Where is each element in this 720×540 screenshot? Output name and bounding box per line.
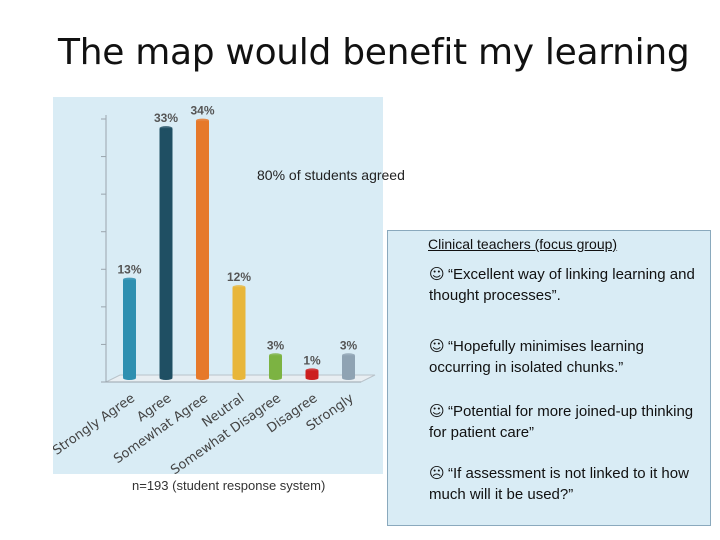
quote-text: “Potential for more joined-up thinking f… [429, 403, 694, 441]
agree-note: 80% of students agreed [257, 167, 405, 183]
bar-cap [123, 277, 136, 282]
data-label: 34% [190, 104, 214, 118]
bar [305, 370, 319, 378]
bar-base [342, 376, 355, 380]
bar [269, 355, 282, 378]
bar-cap [305, 368, 319, 373]
quote-text: “Hopefully minimises learning occurring … [429, 338, 644, 376]
slide-title: The map would benefit my learning [58, 32, 690, 73]
quote-text: “Excellent way of linking learning and t… [429, 266, 695, 304]
bar [342, 355, 355, 378]
footnote: n=193 (student response system) [132, 478, 326, 493]
bar-cap [269, 353, 282, 358]
bar-base [269, 376, 282, 380]
quote-text: “If assessment is not linked to it how m… [429, 465, 689, 503]
data-label: 33% [154, 111, 178, 125]
bar [159, 128, 173, 378]
smile-icon: ☺ [429, 402, 445, 420]
smile-icon: ☺ [429, 337, 445, 355]
data-label: 13% [117, 263, 141, 277]
bar-base [123, 376, 136, 380]
quote-item: ☺ “Hopefully minimises learning occurring… [429, 336, 701, 378]
data-label: 3% [340, 338, 358, 352]
bar-base [159, 376, 173, 380]
bar-base [196, 376, 209, 380]
bar [196, 120, 209, 379]
smile-icon: ☺ [429, 265, 445, 283]
quote-item: ☹ “If assessment is not linked to it how … [429, 463, 701, 505]
data-label: 1% [303, 353, 321, 367]
quote-box [387, 230, 711, 526]
data-label: 3% [267, 338, 285, 352]
frown-icon: ☹ [429, 464, 445, 482]
bar-cap [159, 126, 173, 131]
quote-item: ☺ “Excellent way of linking learning and … [429, 264, 701, 306]
data-label: 12% [227, 270, 251, 284]
bar [232, 287, 246, 378]
quote-item: ☺ “Potential for more joined-up thinking … [429, 401, 701, 443]
bar-base [305, 376, 319, 380]
quote-box-heading: Clinical teachers (focus group) [428, 236, 618, 252]
bar-cap [232, 285, 246, 290]
chart-panel [53, 97, 383, 474]
bar-cap [342, 353, 355, 358]
bar-base [232, 376, 246, 380]
bar-cap [196, 118, 209, 123]
bar [123, 279, 136, 378]
